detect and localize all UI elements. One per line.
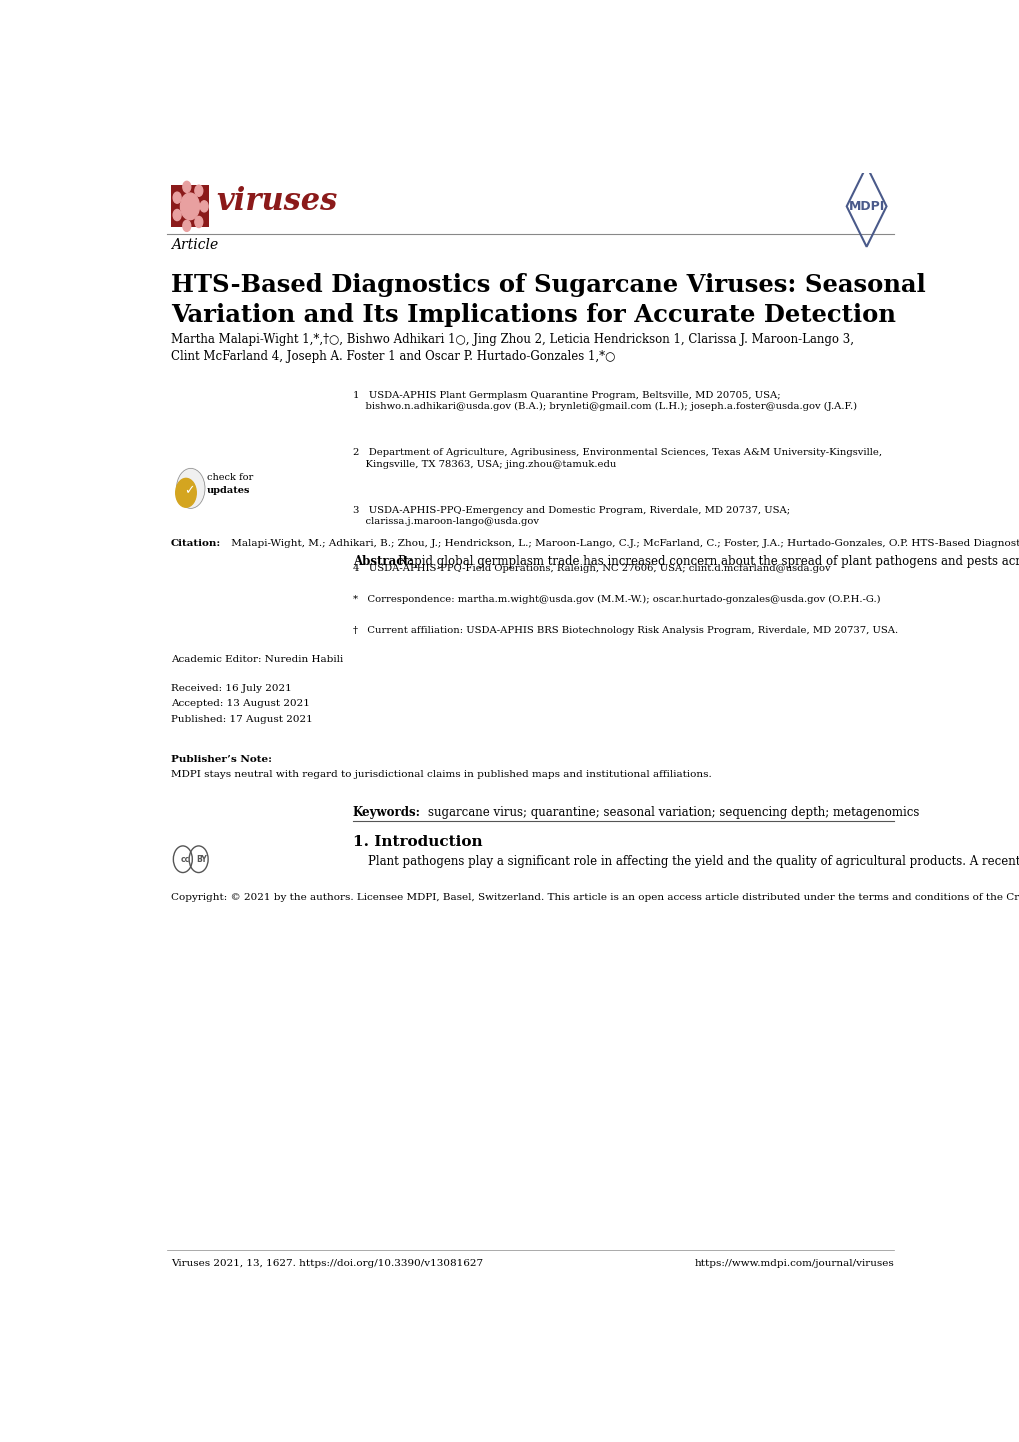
Circle shape — [173, 192, 181, 203]
Text: Martha Malapi-Wight 1,*,†○, Bishwo Adhikari 1○, Jing Zhou 2, Leticia Hendrickson: Martha Malapi-Wight 1,*,†○, Bishwo Adhik… — [171, 333, 853, 363]
Text: sugarcane virus; quarantine; seasonal variation; sequencing depth; metagenomics: sugarcane virus; quarantine; seasonal va… — [428, 806, 918, 819]
Text: †   Current affiliation: USDA-APHIS BRS Biotechnology Risk Analysis Program, Riv: † Current affiliation: USDA-APHIS BRS Bi… — [353, 626, 897, 634]
Text: 2   Department of Agriculture, Agribusiness, Environmental Sciences, Texas A&M U: 2 Department of Agriculture, Agribusines… — [353, 448, 881, 469]
Text: 1   USDA-APHIS Plant Germplasm Quarantine Program, Beltsville, MD 20705, USA;
  : 1 USDA-APHIS Plant Germplasm Quarantine … — [353, 391, 856, 411]
Text: 3   USDA-APHIS-PPQ-Emergency and Domestic Program, Riverdale, MD 20737, USA;
   : 3 USDA-APHIS-PPQ-Emergency and Domestic … — [353, 506, 789, 526]
Text: 1. Introduction: 1. Introduction — [353, 835, 482, 849]
Circle shape — [176, 469, 205, 509]
Text: Keywords:: Keywords: — [353, 806, 421, 819]
Circle shape — [173, 209, 181, 221]
Text: Plant pathogens play a significant role in affecting the yield and the quality o: Plant pathogens play a significant role … — [353, 855, 1019, 868]
Text: check for: check for — [206, 473, 253, 482]
Text: *   Correspondence: martha.m.wight@usda.gov (M.M.-W.); oscar.hurtado-gonzales@us: * Correspondence: martha.m.wight@usda.go… — [353, 596, 879, 604]
Text: Malapi-Wight, M.; Adhikari, B.; Zhou, J.; Hendrickson, L.; Maroon-Lango, C.J.; M: Malapi-Wight, M.; Adhikari, B.; Zhou, J.… — [227, 539, 1019, 548]
Circle shape — [195, 185, 203, 196]
Text: Received: 16 July 2021: Received: 16 July 2021 — [171, 684, 291, 692]
Text: cc: cc — [180, 855, 190, 864]
Circle shape — [175, 479, 196, 508]
Circle shape — [195, 216, 203, 228]
Text: updates: updates — [206, 486, 250, 495]
Text: 4   USDA-APHIS-PPQ-Field Operations, Raleigh, NC 27606, USA; clint.d.mcfarland@u: 4 USDA-APHIS-PPQ-Field Operations, Ralei… — [353, 564, 829, 572]
Text: Article: Article — [171, 238, 218, 251]
Text: Copyright: © 2021 by the authors. Licensee MDPI, Basel, Switzerland. This articl: Copyright: © 2021 by the authors. Licens… — [171, 893, 1019, 901]
Circle shape — [200, 200, 208, 212]
Text: Publisher’s Note:: Publisher’s Note: — [171, 754, 272, 764]
Circle shape — [182, 221, 191, 231]
Text: HTS-Based Diagnostics of Sugarcane Viruses: Seasonal
Variation and Its Implicati: HTS-Based Diagnostics of Sugarcane Virus… — [171, 273, 925, 327]
Text: Rapid global germplasm trade has increased concern about the spread of plant pat: Rapid global germplasm trade has increas… — [353, 555, 1019, 568]
Text: https://www.mdpi.com/journal/viruses: https://www.mdpi.com/journal/viruses — [694, 1259, 894, 1268]
FancyBboxPatch shape — [171, 185, 209, 228]
Text: Viruses 2021, 13, 1627. https://doi.org/10.3390/v13081627: Viruses 2021, 13, 1627. https://doi.org/… — [171, 1259, 483, 1268]
Text: Accepted: 13 August 2021: Accepted: 13 August 2021 — [171, 699, 310, 708]
Text: Academic Editor: Nuredin Habili: Academic Editor: Nuredin Habili — [171, 655, 342, 663]
Circle shape — [182, 182, 191, 192]
Text: Published: 17 August 2021: Published: 17 August 2021 — [171, 715, 313, 724]
Text: Abstract:: Abstract: — [353, 555, 413, 568]
Circle shape — [180, 193, 200, 219]
Text: BY: BY — [196, 855, 207, 864]
Text: MDPI: MDPI — [848, 200, 883, 213]
Text: viruses: viruses — [217, 186, 337, 216]
Text: Citation:: Citation: — [171, 539, 221, 548]
Text: ✓: ✓ — [184, 485, 195, 497]
Text: MDPI stays neutral with regard to jurisdictional claims in published maps and in: MDPI stays neutral with regard to jurisd… — [171, 770, 711, 780]
